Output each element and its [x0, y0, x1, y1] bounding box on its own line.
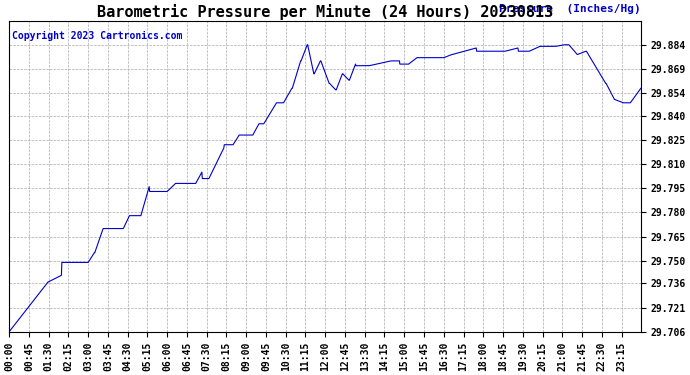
Text: Copyright 2023 Cartronics.com: Copyright 2023 Cartronics.com — [12, 31, 183, 41]
Text: Pressure  (Inches/Hg): Pressure (Inches/Hg) — [499, 4, 641, 13]
Title: Barometric Pressure per Minute (24 Hours) 20230813: Barometric Pressure per Minute (24 Hours… — [97, 4, 553, 20]
